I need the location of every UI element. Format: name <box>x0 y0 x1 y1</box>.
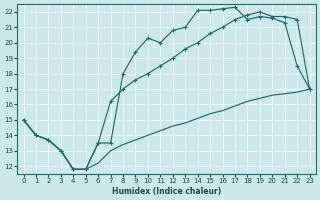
X-axis label: Humidex (Indice chaleur): Humidex (Indice chaleur) <box>112 187 221 196</box>
